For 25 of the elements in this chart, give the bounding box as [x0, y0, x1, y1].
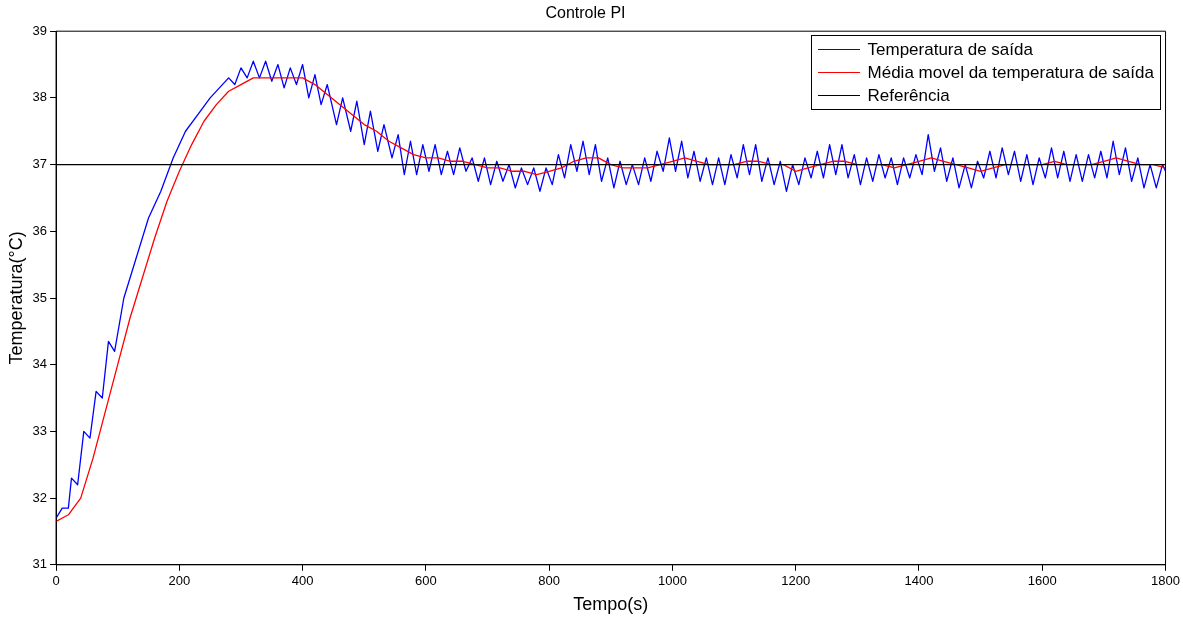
y-axis-title: Temperatura(°C): [5, 231, 26, 365]
y-tick-label: 38: [32, 89, 48, 105]
x-tick-label: 0: [52, 573, 60, 589]
y-tick-label: 37: [32, 156, 48, 172]
y-tick-label: 34: [32, 356, 48, 372]
x-tick-label: 200: [168, 573, 191, 589]
x-tick-label: 1000: [657, 573, 687, 589]
y-tick-label: 36: [32, 222, 48, 238]
x-tick-label: 400: [291, 573, 314, 589]
legend-label: Média movel da temperatura de saída: [867, 62, 1154, 83]
legend-label: Temperatura de saída: [867, 39, 1033, 60]
x-tick-label: 800: [538, 573, 561, 589]
chart-title: Controle PI: [545, 4, 626, 22]
x-tick-label: 1200: [781, 573, 811, 589]
x-tick-label: 1400: [904, 573, 934, 589]
y-tick-label: 35: [32, 289, 48, 305]
y-tick-label: 33: [32, 422, 48, 438]
x-tick-label: 1800: [1151, 573, 1180, 589]
y-tick-label: 39: [32, 22, 48, 38]
legend-label: Referência: [867, 85, 950, 106]
y-tick-label: 32: [32, 489, 48, 505]
x-tick-label: 600: [415, 573, 437, 589]
x-axis-title: Tempo(s): [573, 594, 649, 615]
y-tick-label: 31: [32, 556, 48, 572]
x-tick-label: 1600: [1027, 573, 1057, 589]
